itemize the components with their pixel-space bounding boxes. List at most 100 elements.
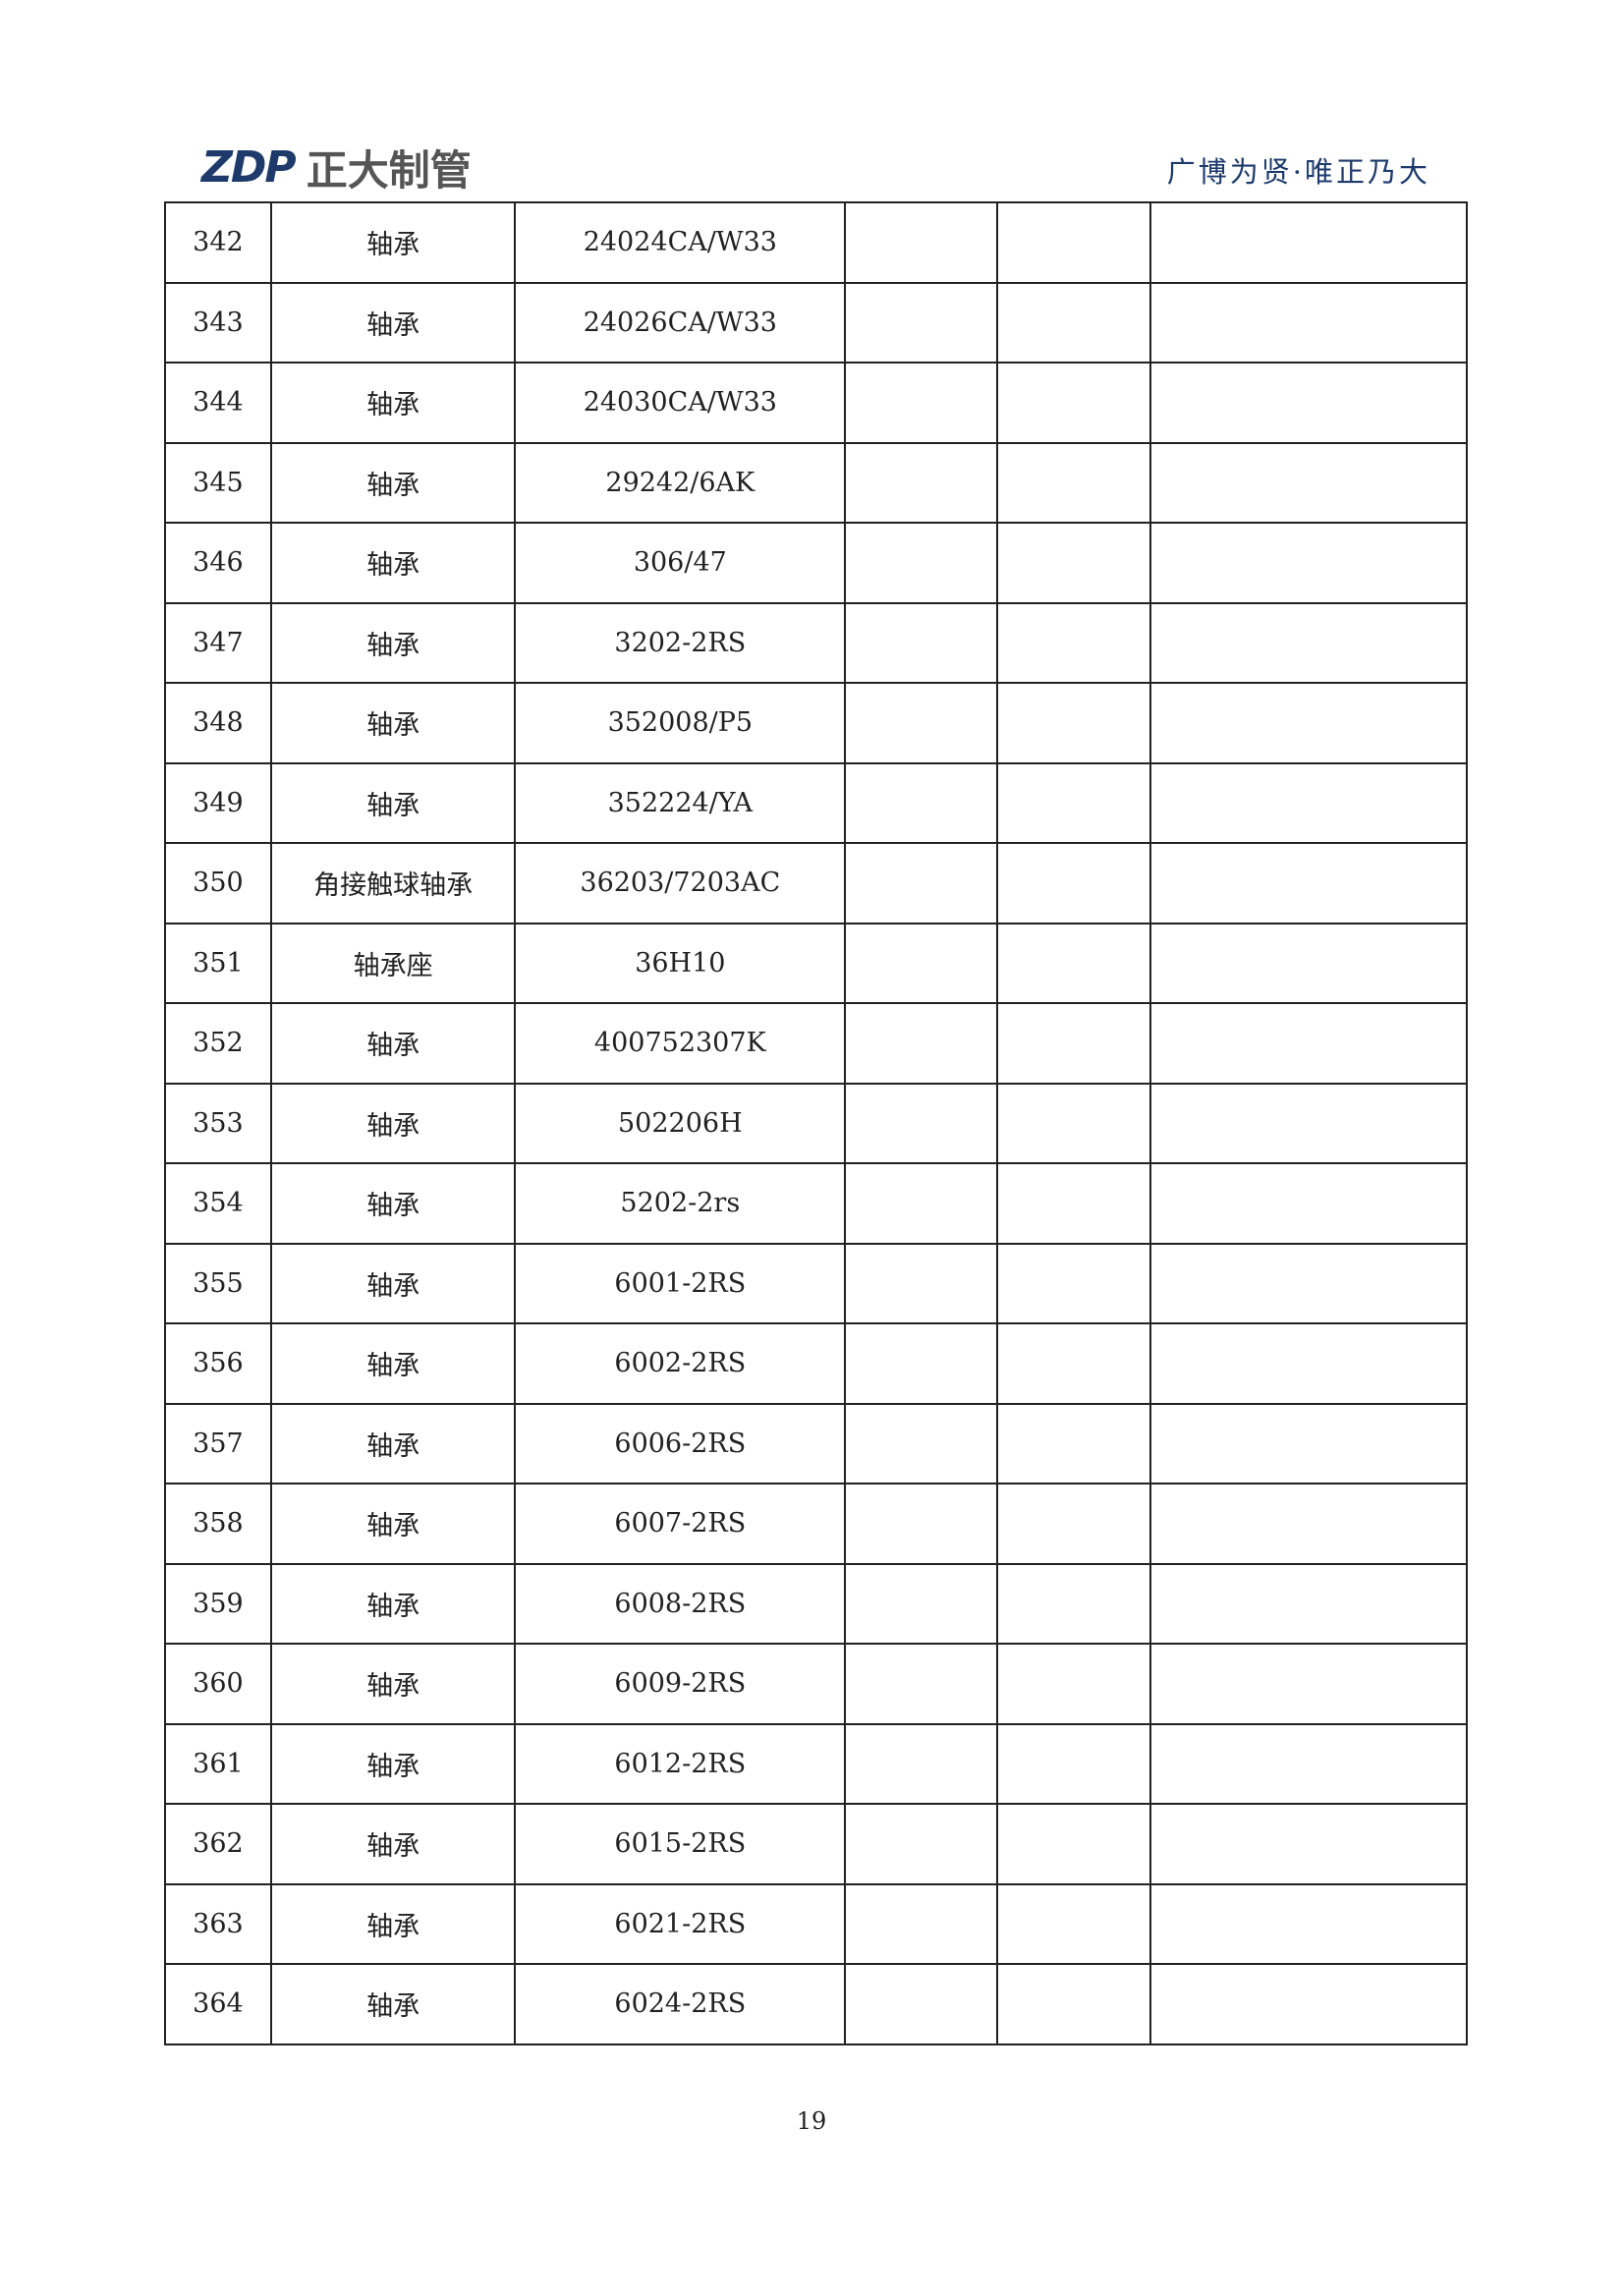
empty-cell (995, 441, 1151, 524)
cell-no: 350 (164, 842, 272, 924)
empty-cell (1148, 922, 1469, 1004)
empty-cell (1148, 1002, 1469, 1085)
cell-no: 361 (164, 1722, 272, 1805)
empty-cell (1148, 601, 1469, 684)
table-row: 345 轴承 29242/6AK (164, 441, 1469, 524)
cell-model: 6007-2RS (514, 1483, 847, 1565)
empty-cell (995, 1963, 1151, 2045)
empty-cell (844, 1002, 998, 1085)
cell-no: 349 (164, 761, 272, 844)
cell-model: 6002-2RS (514, 1322, 847, 1405)
empty-cell (844, 201, 998, 284)
empty-cell (1148, 1562, 1469, 1645)
empty-cell (1148, 761, 1469, 844)
cell-model: 36H10 (514, 922, 847, 1004)
empty-cell (844, 1643, 998, 1725)
cell-model: 6009-2RS (514, 1643, 847, 1725)
slogan: 广博为贤·唯正乃大 (1166, 155, 1430, 189)
cell-model: 5202-2rs (514, 1162, 847, 1245)
table-row: 360 轴承 6009-2RS (164, 1643, 1469, 1725)
empty-cell (995, 1002, 1151, 1085)
table-row: 352 轴承 400752307K (164, 1002, 1469, 1085)
cell-no: 360 (164, 1643, 272, 1725)
table-row: 343 轴承 24026CA/W33 (164, 281, 1469, 364)
cell-no: 343 (164, 281, 272, 364)
cell-name: 轴承 (269, 1082, 517, 1164)
table-row: 346 轴承 306/47 (164, 522, 1469, 604)
cell-model: 502206H (514, 1082, 847, 1164)
cell-no: 346 (164, 522, 272, 604)
cell-model: 352008/P5 (514, 682, 847, 764)
cell-no: 363 (164, 1882, 272, 1965)
cell-model: 24026CA/W33 (514, 281, 847, 364)
empty-cell (995, 362, 1151, 444)
empty-cell (995, 1402, 1151, 1484)
table-row: 359 轴承 6008-2RS (164, 1562, 1469, 1645)
empty-cell (844, 1082, 998, 1164)
table-row: 344 轴承 24030CA/W33 (164, 362, 1469, 444)
empty-cell (1148, 362, 1469, 444)
table-row: 342 轴承 24024CA/W33 (164, 201, 1469, 284)
empty-cell (1148, 1402, 1469, 1484)
empty-cell (1148, 1803, 1469, 1885)
cell-name: 轴承 (269, 1803, 517, 1885)
cell-model: 29242/6AK (514, 441, 847, 524)
empty-cell (844, 522, 998, 604)
logo-mark: ZDP (201, 142, 297, 193)
cell-model: 6006-2RS (514, 1402, 847, 1484)
empty-cell (995, 1082, 1151, 1164)
empty-cell (995, 922, 1151, 1004)
cell-name: 轴承 (269, 201, 517, 284)
table-row: 364 轴承 6024-2RS (164, 1963, 1469, 2045)
cell-name: 轴承 (269, 522, 517, 604)
cell-name: 轴承 (269, 1963, 517, 2045)
empty-cell (1148, 1722, 1469, 1805)
cell-name: 轴承 (269, 1722, 517, 1805)
cell-model: 352224/YA (514, 761, 847, 844)
empty-cell (1148, 1643, 1469, 1725)
cell-name: 轴承 (269, 1483, 517, 1565)
table-row: 356 轴承 6002-2RS (164, 1322, 1469, 1405)
cell-model: 306/47 (514, 522, 847, 604)
table-row: 353 轴承 502206H (164, 1082, 1469, 1164)
cell-no: 355 (164, 1242, 272, 1324)
cell-model: 400752307K (514, 1002, 847, 1085)
cell-name: 轴承 (269, 1882, 517, 1965)
empty-cell (995, 201, 1151, 284)
cell-name: 轴承 (269, 1562, 517, 1645)
cell-name: 轴承 (269, 1162, 517, 1245)
empty-cell (995, 1483, 1151, 1565)
cell-no: 364 (164, 1963, 272, 2045)
empty-cell (995, 281, 1151, 364)
table-row: 363 轴承 6021-2RS (164, 1882, 1469, 1965)
cell-model: 6024-2RS (514, 1963, 847, 2045)
empty-cell (844, 842, 998, 924)
empty-cell (844, 1963, 998, 2045)
empty-cell (844, 1882, 998, 1965)
empty-cell (995, 1722, 1151, 1805)
empty-cell (1148, 522, 1469, 604)
cell-name: 轴承 (269, 1643, 517, 1725)
empty-cell (995, 522, 1151, 604)
cell-no: 351 (164, 922, 272, 1004)
empty-cell (1148, 1483, 1469, 1565)
empty-cell (844, 1722, 998, 1805)
empty-cell (995, 682, 1151, 764)
empty-cell (844, 1483, 998, 1565)
empty-cell (1148, 1242, 1469, 1324)
cell-name: 轴承 (269, 1002, 517, 1085)
table-row: 348 轴承 352008/P5 (164, 682, 1469, 764)
cell-name: 轴承 (269, 761, 517, 844)
empty-cell (844, 362, 998, 444)
cell-name: 轴承座 (269, 922, 517, 1004)
cell-no: 345 (164, 441, 272, 524)
cell-no: 359 (164, 1562, 272, 1645)
empty-cell (1148, 842, 1469, 924)
empty-cell (844, 1803, 998, 1885)
table-row: 350 角接触球轴承 36203/7203AC (164, 842, 1469, 924)
cell-model: 24030CA/W33 (514, 362, 847, 444)
cell-name: 轴承 (269, 1402, 517, 1484)
empty-cell (995, 1162, 1151, 1245)
cell-no: 362 (164, 1803, 272, 1885)
